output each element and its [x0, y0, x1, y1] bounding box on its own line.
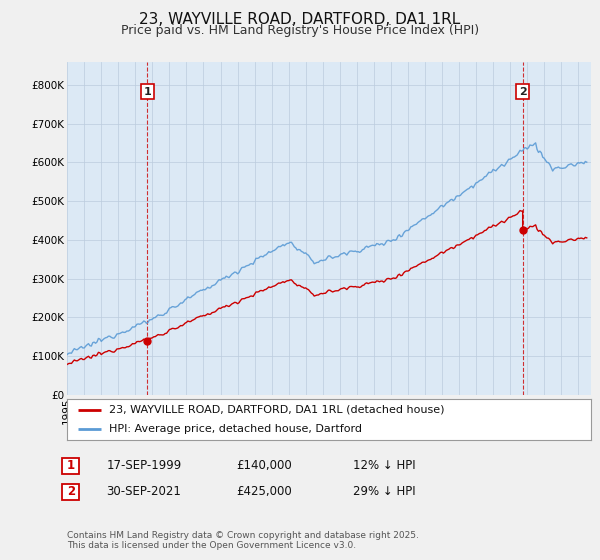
FancyBboxPatch shape [62, 484, 79, 500]
Text: £425,000: £425,000 [236, 485, 292, 498]
Text: Price paid vs. HM Land Registry's House Price Index (HPI): Price paid vs. HM Land Registry's House … [121, 24, 479, 37]
Text: 2: 2 [67, 485, 75, 498]
Text: 29% ↓ HPI: 29% ↓ HPI [353, 485, 415, 498]
Text: 30-SEP-2021: 30-SEP-2021 [107, 485, 181, 498]
Text: £140,000: £140,000 [236, 459, 292, 473]
Text: 17-SEP-1999: 17-SEP-1999 [106, 459, 182, 473]
Text: 23, WAYVILLE ROAD, DARTFORD, DA1 1RL (detached house): 23, WAYVILLE ROAD, DARTFORD, DA1 1RL (de… [109, 405, 445, 415]
Text: 2: 2 [519, 87, 527, 96]
Text: HPI: Average price, detached house, Dartford: HPI: Average price, detached house, Dart… [109, 423, 362, 433]
Text: Contains HM Land Registry data © Crown copyright and database right 2025.
This d: Contains HM Land Registry data © Crown c… [67, 531, 419, 550]
Text: 12% ↓ HPI: 12% ↓ HPI [353, 459, 415, 473]
Text: 1: 1 [67, 459, 75, 473]
Text: 23, WAYVILLE ROAD, DARTFORD, DA1 1RL: 23, WAYVILLE ROAD, DARTFORD, DA1 1RL [139, 12, 461, 27]
FancyBboxPatch shape [62, 458, 79, 474]
Text: 1: 1 [143, 87, 151, 96]
